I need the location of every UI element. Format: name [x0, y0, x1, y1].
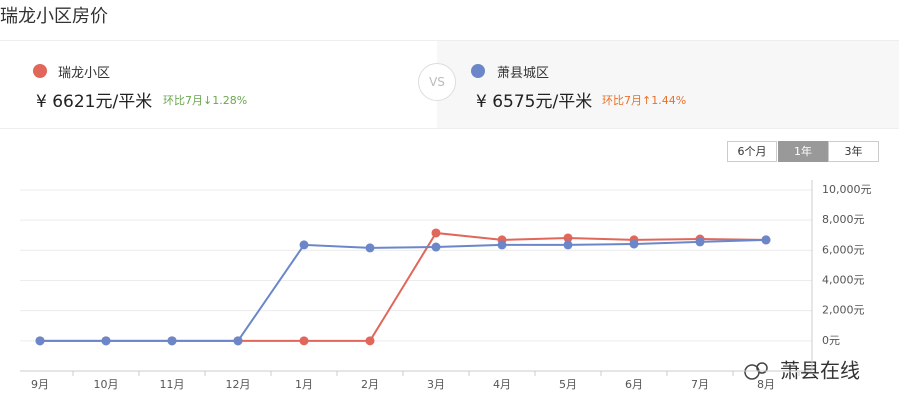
x-tick-label: 3月 — [427, 378, 445, 391]
range-button[interactable]: 3年 — [828, 141, 879, 162]
y-tick-label: 4,000元 — [822, 274, 865, 287]
y-tick-label: 0元 — [822, 334, 840, 347]
y-tick-label: 2,000元 — [822, 304, 865, 317]
compare-name: 瑞龙小区 — [58, 66, 111, 81]
series-line — [40, 238, 767, 342]
compare-panel: 瑞龙小区 ¥ 6621元/平米 环比7月↓1.28% VS 萧县城区 ¥ 657… — [0, 40, 899, 129]
data-point — [563, 240, 573, 250]
data-point — [233, 336, 243, 346]
range-button[interactable]: 6个月 — [727, 141, 777, 162]
x-tick-label: 7月 — [691, 378, 709, 391]
data-point — [563, 233, 573, 243]
compare-right-bg — [437, 41, 899, 128]
x-tick-label: 1月 — [295, 378, 313, 391]
data-point — [761, 235, 771, 245]
data-point — [299, 336, 309, 346]
data-point — [629, 239, 639, 249]
data-point — [101, 336, 111, 346]
compare-price: ¥ 6621元/平米 — [36, 92, 153, 112]
x-tick-label: 2月 — [361, 378, 379, 391]
legend-dot — [33, 64, 47, 78]
data-point — [497, 240, 507, 250]
y-tick-label: 8,000元 — [822, 213, 865, 226]
compare-change: 环比7月↑1.44% — [602, 94, 687, 107]
compare-change: 环比7月↓1.28% — [163, 94, 248, 107]
x-tick-label: 6月 — [625, 378, 643, 391]
x-tick-label: 11月 — [160, 378, 185, 391]
x-tick-label: 9月 — [31, 378, 49, 391]
data-point — [365, 243, 375, 253]
x-tick-label: 10月 — [94, 378, 119, 391]
compare-price: ¥ 6575元/平米 — [476, 92, 593, 112]
x-tick-label: 8月 — [757, 378, 775, 391]
series-line — [40, 231, 767, 342]
data-point — [431, 242, 441, 252]
range-button[interactable]: 1年 — [778, 141, 828, 162]
legend-dot — [471, 64, 485, 78]
y-tick-label: 6,000元 — [822, 243, 865, 256]
page-title: 瑞龙小区房价 — [0, 6, 108, 27]
x-tick-label: 12月 — [226, 378, 251, 391]
x-tick-label: 4月 — [493, 378, 511, 391]
data-point — [35, 336, 45, 346]
data-point — [299, 240, 309, 250]
compare-name: 萧县城区 — [497, 66, 550, 81]
vs-badge: VS — [418, 63, 456, 101]
x-tick-label: 5月 — [559, 378, 577, 391]
y-tick-label: 10,000元 — [822, 183, 872, 196]
data-point — [431, 228, 441, 238]
data-point — [167, 336, 177, 346]
data-point — [365, 336, 375, 346]
data-point — [695, 237, 705, 247]
